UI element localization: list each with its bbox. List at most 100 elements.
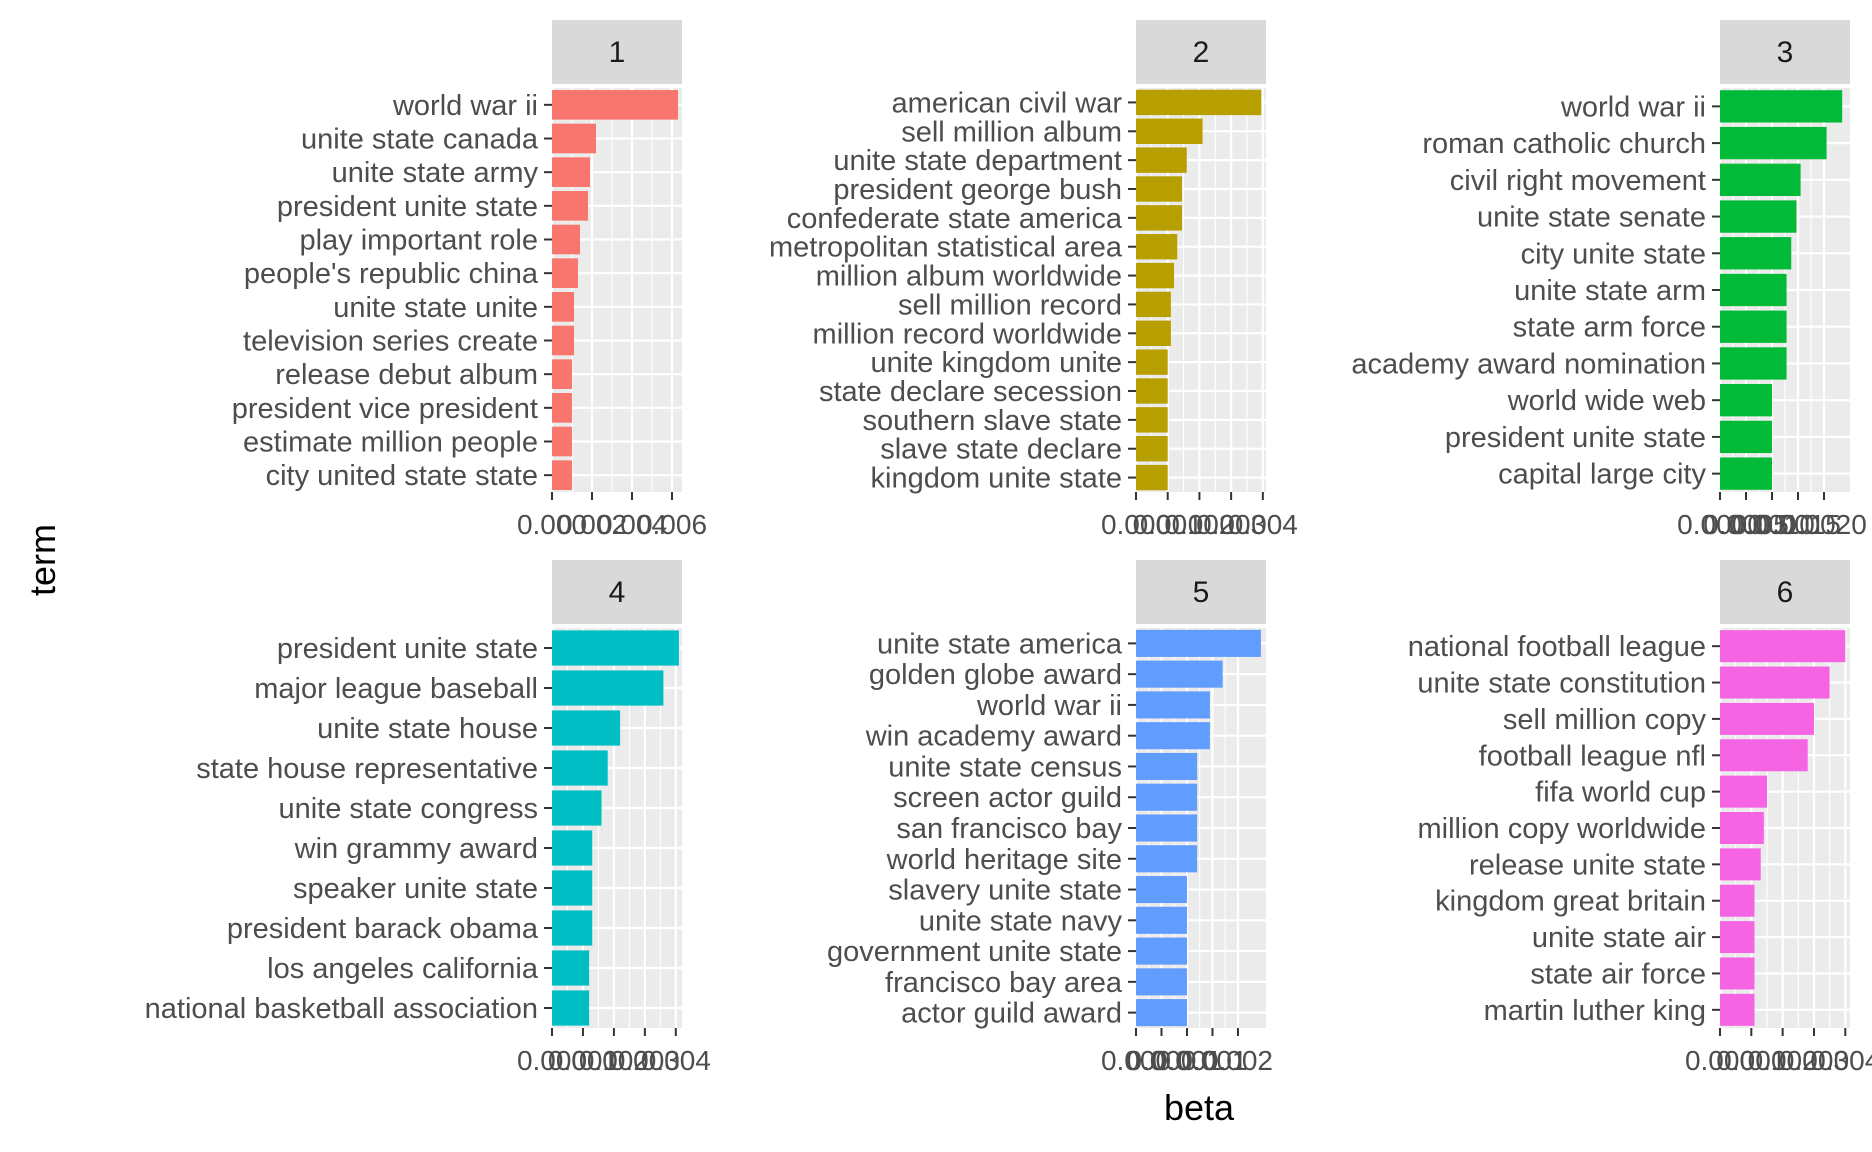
bar [1720,775,1767,808]
x-tick-label: 0.001 [1177,1045,1247,1076]
bar [1720,848,1761,881]
term-label: los angeles california [267,953,539,985]
term-label: capital large city [1498,459,1706,491]
term-label: unite state house [317,713,538,745]
bar [1720,957,1755,990]
facet-strip [1136,560,1266,624]
x-tick-label: 0.003 [1779,1045,1849,1076]
term-label: metropolitan statistical area [769,232,1123,264]
bar [1136,320,1171,346]
x-tick-label: 0.0005 [1703,509,1789,540]
term-label: unite state arm [1514,275,1706,307]
bar [552,426,572,457]
bar [552,90,678,120]
term-label: unite state congress [278,793,538,825]
x-tick-label: 0.000 [517,509,587,540]
bar [1136,876,1187,904]
term-label: state house representative [196,753,538,785]
facet-strip [552,560,682,624]
term-label: unite state army [332,157,539,189]
bar [552,359,572,389]
bar [1720,630,1846,663]
x-tick-label: 0.000 [1101,1045,1171,1076]
term-label: unite state senate [1477,202,1706,234]
bar [1720,384,1772,417]
term-label: unite state constitution [1417,668,1706,700]
x-tick-label: 0.001 [1152,1045,1222,1076]
facet-strip [1720,20,1850,84]
bar [1720,739,1808,772]
bar [1720,237,1792,270]
bar [552,630,679,666]
term-label: actor guild award [901,998,1122,1030]
facet-strip-label: 3 [1777,36,1794,69]
bar [1136,845,1198,873]
bar [1136,378,1168,404]
bar [1720,420,1772,454]
term-label: unite state america [877,628,1123,660]
x-tick-label: 0.001 [548,1045,618,1076]
x-tick-label: 0.000 [1685,1045,1755,1076]
facet-strip-label: 5 [1193,576,1210,609]
x-tick-label: 0.000 [517,1045,587,1076]
x-tick-label: 0.000 [1126,1045,1196,1076]
panel-background [552,88,682,492]
bar [1136,814,1198,842]
bar [552,870,593,906]
term-label: sell million record [898,289,1122,321]
facet-strip [552,20,682,84]
x-tick-label: 0.003 [1196,509,1266,540]
x-tick-label: 0.001 [1716,1045,1786,1076]
term-label: million album worldwide [816,261,1122,293]
facet-strip-label: 4 [609,576,626,609]
term-label: francisco bay area [885,967,1123,999]
bar [1136,937,1187,965]
term-label: national basketball association [145,993,538,1025]
bar [552,258,578,288]
bar [1136,436,1168,462]
bar [1136,629,1261,657]
bar [552,670,664,706]
term-label: speaker unite state [293,873,538,905]
x-tick-label: 0.0010 [1729,509,1815,540]
bar [1136,176,1182,202]
bar [552,224,580,255]
x-tick-label: 0.0020 [1781,509,1867,540]
term-label: world heritage site [886,844,1122,876]
facet-strip-label: 1 [609,36,626,69]
facet-strip [1720,560,1850,624]
x-tick-label: 0.002 [1164,509,1234,540]
term-label: academy award nomination [1351,348,1706,380]
bar [552,790,602,826]
term-label: civil right movement [1450,165,1706,197]
term-label: unite state canada [301,124,539,156]
bar [1136,147,1187,173]
x-tick-label: 0.0015 [1755,509,1841,540]
term-label: president george bush [833,174,1122,206]
bar [1136,999,1187,1027]
term-label: football league nfl [1479,740,1706,772]
bar [1136,118,1203,144]
bar [1720,702,1814,735]
bar [1720,666,1830,699]
bar [1136,205,1182,231]
bar [1720,200,1797,233]
bar [1136,89,1262,116]
x-tick-label: 0.002 [1748,1045,1818,1076]
bar [1136,691,1210,719]
term-label: national football league [1408,631,1706,663]
bar [1136,660,1223,688]
x-tick-label: 0.002 [579,1045,649,1076]
term-label: unite state unite [333,292,538,324]
x-tick-label: 0.001 [1133,509,1203,540]
bar [1136,234,1178,260]
bar [1136,722,1210,750]
term-label: world wide web [1507,385,1706,417]
x-tick-label: 0.004 [1810,1045,1872,1076]
x-tick-label: 0.004 [641,1045,711,1076]
bar [552,292,574,322]
x-tick-label: 0.004 [1228,509,1298,540]
